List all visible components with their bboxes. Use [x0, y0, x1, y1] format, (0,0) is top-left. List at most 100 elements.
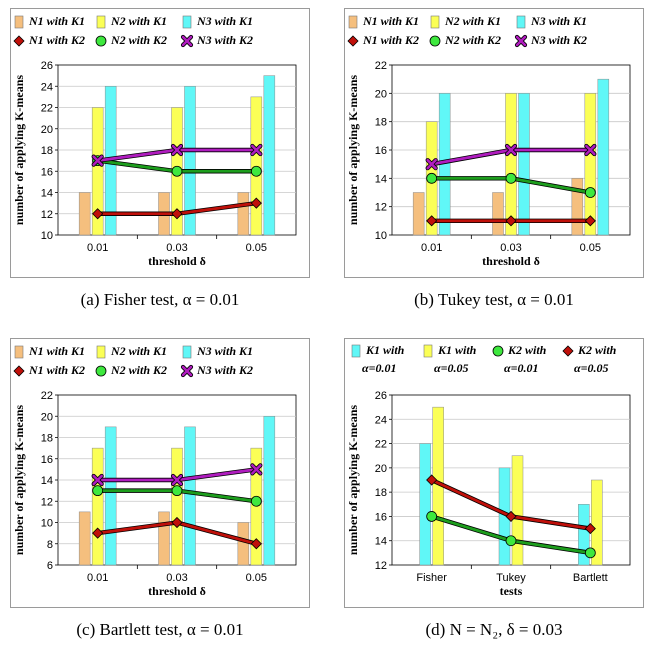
data-point [171, 208, 183, 220]
data-point [426, 158, 437, 170]
legend-label: N3 with K1 [530, 14, 587, 28]
chart-caption: (d) N = N₂, δ = 0.03 [425, 620, 563, 639]
y-tick-label: 6 [47, 560, 53, 572]
legend-marker [181, 35, 193, 47]
legend-item: N2 with K1 [96, 344, 167, 359]
bar [492, 192, 504, 236]
y-tick-label: 22 [375, 439, 387, 451]
y-tick-label: 16 [41, 454, 53, 466]
chart-caption: (c) Bartlett test, α = 0.01 [76, 620, 244, 639]
y-tick-label: 24 [375, 414, 387, 426]
bar [584, 93, 597, 236]
bar [91, 107, 104, 236]
legend: K1 with α=0.01 K1 with α=0.05 K2 with α=0.01 K… [351, 343, 617, 375]
data-point [250, 538, 262, 550]
data-point [426, 474, 438, 486]
chart-svg: K1 with α=0.01 K1 with α=0.05 K2 with α=0.01 K… [346, 343, 631, 598]
legend-label: N2 with K2 [110, 33, 167, 47]
legend-marker [95, 365, 107, 377]
chart-caption: (b) Tukey test, α = 0.01 [414, 290, 574, 309]
legend-label: α=0.01 [362, 361, 396, 375]
x-tick-label: Tukey [496, 572, 526, 584]
data-point [585, 144, 596, 156]
legend-item: N3 with K1 [182, 344, 253, 359]
x-tick-label: 0.01 [87, 242, 108, 254]
bar [419, 443, 431, 566]
data-point [426, 215, 438, 227]
legend-label: K1 with [365, 343, 405, 357]
chart-caption: (a) Fisher test, α = 0.01 [80, 290, 240, 309]
legend-label: α=0.05 [574, 361, 608, 375]
bar [263, 416, 276, 566]
data-point [171, 144, 183, 156]
y-tick-label: 20 [375, 463, 387, 475]
bar [518, 93, 530, 236]
bar [237, 192, 250, 236]
legend-item: N1 with K1 [14, 14, 85, 29]
x-axis-title: threshold δ [148, 254, 206, 268]
legend-label: K1 with [437, 343, 477, 357]
legend-label: K2 with [507, 343, 547, 357]
x-tick-label: Bartlett [573, 572, 608, 584]
legend-swatch [96, 345, 106, 359]
legend-swatch [430, 15, 440, 29]
y-tick-label: 26 [41, 60, 53, 72]
x-tick-label: 0.03 [166, 572, 187, 584]
legend-label: N1 with K2 [362, 33, 419, 47]
legend-item: N2 with K1 [430, 14, 501, 29]
bar [237, 522, 250, 566]
legend-marker [515, 35, 527, 47]
legend-item: N1 with K2 [13, 363, 85, 377]
y-tick-label: 18 [375, 117, 387, 129]
chart-svg: N1 with K1 N2 with K1 N3 with K1 N1 with K2… [12, 344, 297, 598]
data-point [584, 215, 596, 227]
legend-item: N3 with K2 [514, 33, 587, 48]
legend-marker [13, 35, 25, 47]
data-point [251, 144, 262, 156]
y-tick-label: 26 [375, 390, 387, 402]
bar [591, 479, 603, 566]
legend-item: N3 with K2 [180, 363, 253, 378]
bar [412, 192, 425, 236]
data-point [584, 523, 596, 535]
data-point [426, 511, 438, 522]
y-tick-label: 8 [47, 539, 53, 551]
y-tick-label: 14 [375, 173, 387, 185]
legend-label: α=0.01 [504, 361, 538, 375]
y-tick-label: 10 [41, 518, 53, 530]
y-tick-label: 16 [41, 166, 53, 178]
legend-label: N2 with K2 [444, 33, 501, 47]
legend-swatch [182, 345, 192, 359]
legend: N1 with K1 N2 with K1 N3 with K1 N1 with K2… [347, 14, 587, 48]
x-axis-title: threshold δ [148, 584, 206, 598]
y-tick-label: 20 [375, 88, 387, 100]
legend-label: N1 with K2 [28, 363, 85, 377]
legend-label: K2 with [577, 343, 617, 357]
data-point [584, 547, 596, 559]
legend-label: N1 with K1 [362, 14, 419, 28]
data-point [171, 485, 183, 497]
bar [78, 192, 91, 236]
legend-swatch [516, 15, 526, 29]
x-tick-label: 0.05 [246, 242, 267, 254]
y-tick-label: 18 [375, 487, 387, 499]
legend-item: N2 with K2 [95, 363, 167, 377]
x-tick-label: 0.03 [166, 242, 187, 254]
data-point [250, 165, 262, 177]
data-point [505, 144, 517, 156]
y-axis-title: number of applying K-means [346, 405, 360, 555]
bar [597, 78, 610, 236]
data-point [171, 165, 183, 177]
data-point [171, 516, 183, 529]
legend-swatch [14, 345, 24, 359]
x-tick-label: 0.01 [87, 572, 108, 584]
data-point [426, 172, 438, 184]
y-axis-title: number of applying K-means [12, 405, 26, 555]
legend-label: N3 with K1 [196, 14, 253, 28]
data-point [584, 187, 596, 198]
legend-label: N1 with K1 [28, 344, 85, 358]
bar [158, 511, 170, 566]
bar [184, 426, 196, 566]
data-point [92, 155, 103, 166]
bar [578, 504, 590, 566]
